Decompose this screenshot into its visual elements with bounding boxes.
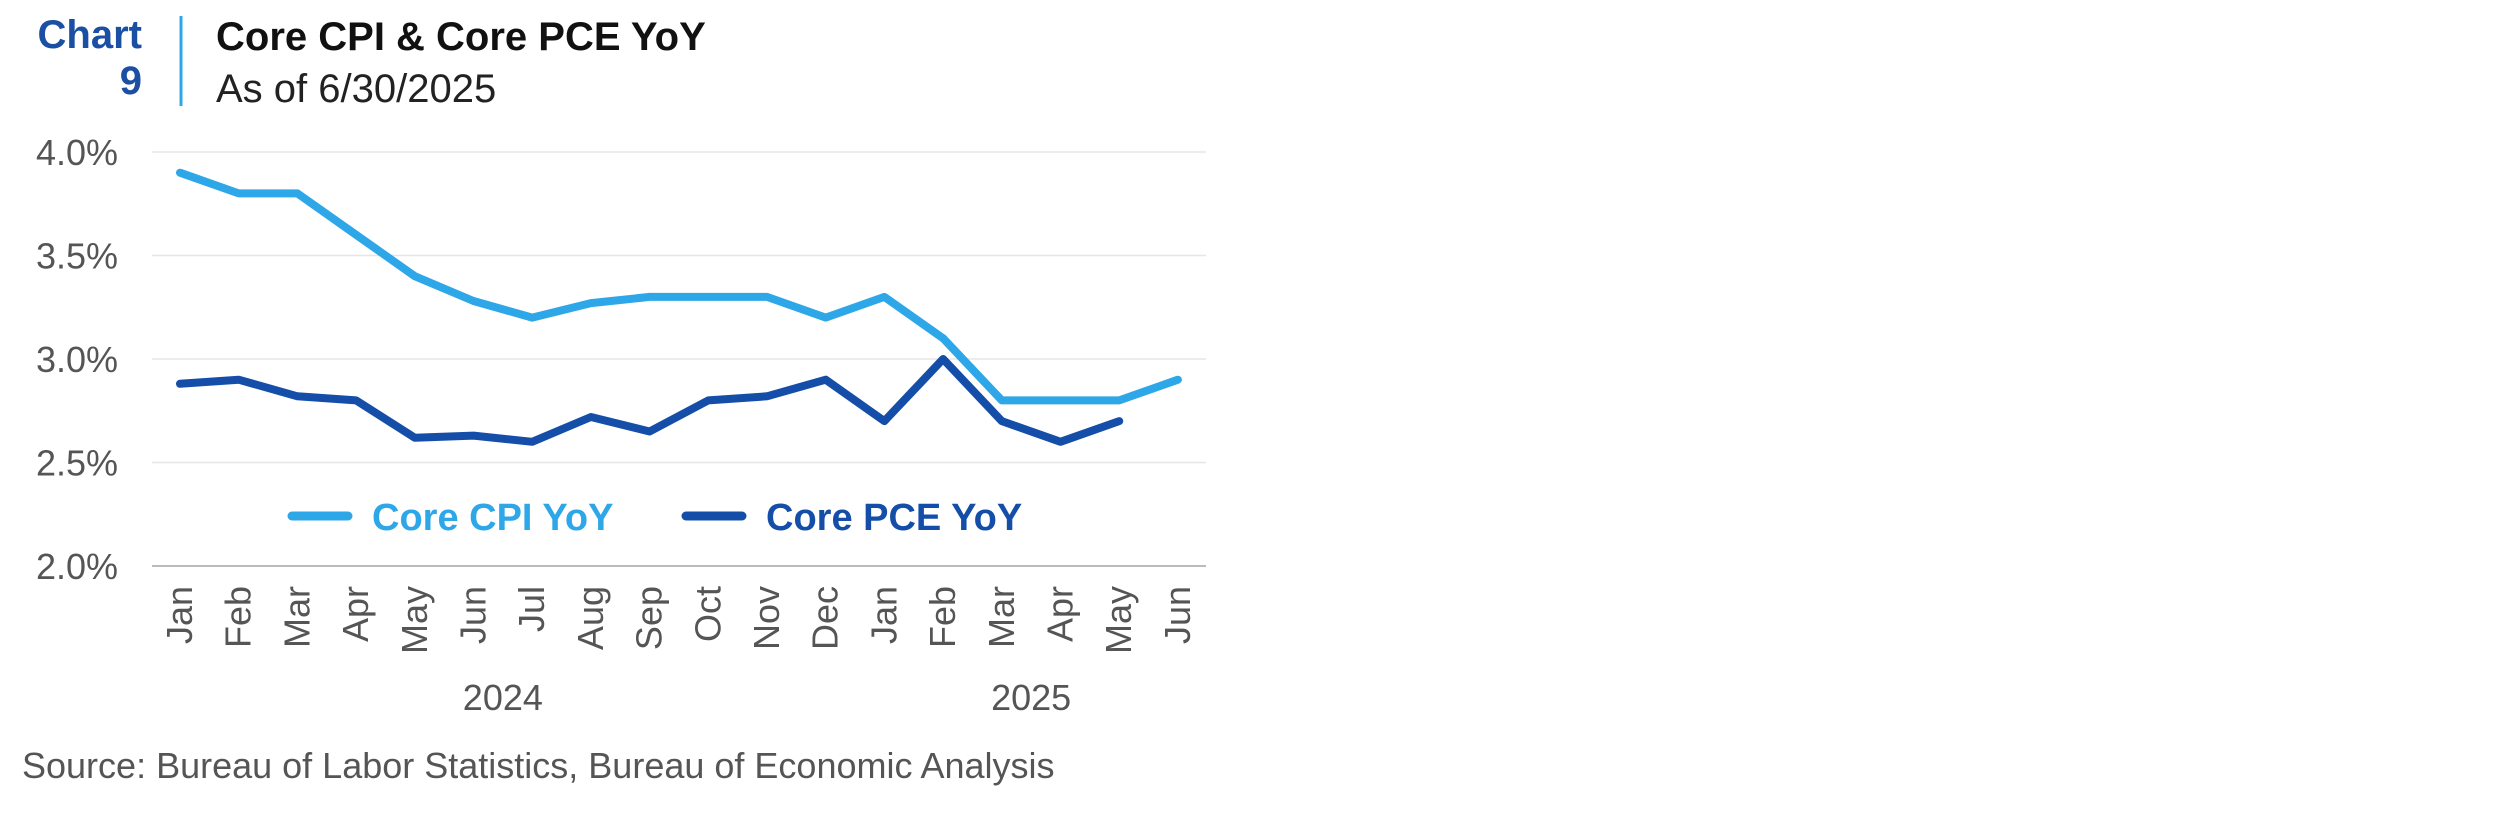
chart-title: Core CPI & Core PCE YoY <box>216 15 706 59</box>
x-tick-label: Jun <box>453 586 494 644</box>
x-tick-label: Aug <box>570 586 611 650</box>
x-tick-label: Jan <box>159 586 200 644</box>
x-tick-label: Sep <box>629 586 670 650</box>
y-tick-label: 3.5% <box>36 236 118 277</box>
x-tick-label: Oct <box>687 586 728 642</box>
x-axis-year-labels: 2024 2025 <box>463 677 1071 718</box>
core-cpi-line <box>176 168 1182 405</box>
x-tick-label: Apr <box>1040 586 1081 642</box>
x-tick-label: Feb <box>218 586 259 648</box>
y-axis-ticks: 2.0% 2.5% 3.0% 3.5% 4.0% <box>36 132 118 587</box>
year-label: 2024 <box>463 677 543 718</box>
x-tick-label: Feb <box>922 586 963 648</box>
x-tick-label: Mar <box>276 586 317 648</box>
y-tick-label: 2.5% <box>36 443 118 484</box>
x-tick-label: Apr <box>335 586 376 642</box>
x-tick-label: Jan <box>863 586 904 644</box>
gridlines <box>152 151 1206 567</box>
legend-label-cpi: Core CPI YoY <box>372 497 613 539</box>
x-axis-ticks: Jan Feb Mar Apr May Jun Jul Aug Sep Oct Nov Dec Jan F… <box>159 586 1198 654</box>
y-tick-label: 4.0% <box>36 132 118 173</box>
x-tick-label: Nov <box>746 586 787 650</box>
series-lines <box>176 168 1182 446</box>
chart-tag-number: 9 <box>120 59 142 103</box>
chart-subtitle: As of 6/30/2025 <box>216 67 496 111</box>
x-tick-label: Jul <box>511 586 552 632</box>
legend: Core CPI YoY Core PCE YoY <box>287 497 1022 539</box>
year-label: 2025 <box>991 677 1071 718</box>
x-tick-label: May <box>394 586 435 654</box>
chart-tag-label: Chart <box>38 13 142 57</box>
y-tick-label: 2.0% <box>36 546 118 587</box>
y-tick-label: 3.0% <box>36 339 118 380</box>
legend-label-pce: Core PCE YoY <box>766 497 1022 539</box>
source-note: Source: Bureau of Labor Statistics, Bure… <box>22 745 1055 786</box>
x-tick-label: Dec <box>805 586 846 650</box>
x-tick-label: Jun <box>1157 586 1198 644</box>
x-tick-label: May <box>1098 586 1139 654</box>
x-tick-label: Mar <box>981 586 1022 648</box>
